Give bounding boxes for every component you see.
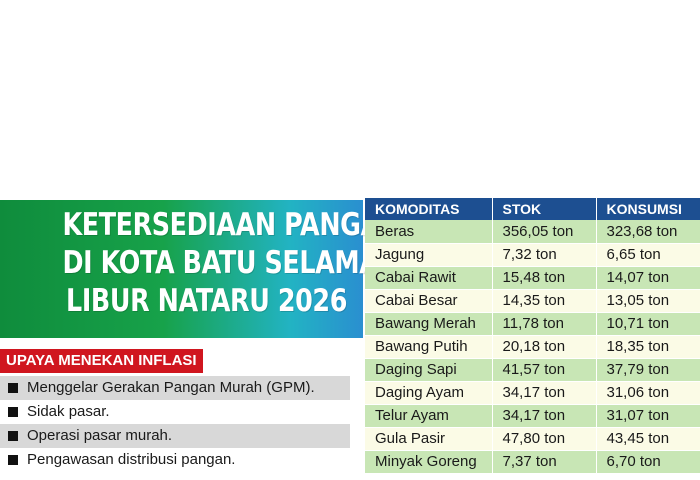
square-bullet-icon [8, 455, 18, 465]
cell-stok: 15,48 ton [492, 266, 597, 290]
table-row: Cabai Rawit 15,48 ton 14,07 ton [365, 266, 700, 290]
cell-konsumsi: 323,68 ton [596, 220, 700, 244]
cell-konsumsi: 14,07 ton [596, 266, 700, 290]
cell-stok: 34,17 ton [492, 404, 597, 428]
inflasi-item-text: Operasi pasar murah. [27, 427, 173, 444]
table-row: Cabai Besar 14,35 ton 13,05 ton [365, 289, 700, 313]
header-komoditas: KOMODITAS [365, 198, 493, 220]
cell-stok: 41,57 ton [492, 358, 597, 382]
cell-stok: 11,78 ton [492, 312, 597, 336]
inflasi-item-text: Sidak pasar. [27, 403, 110, 420]
cell-komoditas: Jagung [365, 243, 493, 267]
cell-komoditas: Beras [365, 220, 493, 244]
cell-komoditas: Bawang Merah [365, 312, 493, 336]
headline-banner: KETERSEDIAAN PANGAN DI KOTA BATU SELAMA … [0, 200, 401, 338]
inflasi-item: Operasi pasar murah. [0, 424, 350, 448]
table-header-row: KOMODITAS STOK KONSUMSI [365, 198, 700, 220]
inflasi-item: Pengawasan distribusi pangan. [0, 448, 350, 472]
cell-stok: 34,17 ton [492, 381, 597, 405]
cell-konsumsi: 13,05 ton [596, 289, 700, 313]
cell-komoditas: Telur Ayam [365, 404, 493, 428]
cell-stok: 7,37 ton [492, 450, 597, 474]
table-row: Daging Ayam 34,17 ton 31,06 ton [365, 381, 700, 405]
square-bullet-icon [8, 407, 18, 417]
headline-line-3: LIBUR NATARU 2026 [66, 283, 348, 319]
cell-konsumsi: 6,70 ton [596, 450, 700, 474]
cell-komoditas: Cabai Besar [365, 289, 493, 313]
table-row: Telur Ayam 34,17 ton 31,07 ton [365, 404, 700, 428]
komoditas-table: KOMODITAS STOK KONSUMSI Beras 356,05 ton 3… [365, 198, 700, 474]
inflasi-list: Menggelar Gerakan Pangan Murah (GPM). Si… [0, 376, 350, 472]
table-row: Minyak Goreng 7,37 ton 6,70 ton [365, 450, 700, 474]
table-row: Beras 356,05 ton 323,68 ton [365, 220, 700, 244]
cell-komoditas: Daging Ayam [365, 381, 493, 405]
table-row: Jagung 7,32 ton 6,65 ton [365, 243, 700, 267]
headline-line-1: KETERSEDIAAN PANGAN [62, 207, 401, 243]
headline-line-2: DI KOTA BATU SELAMA [62, 245, 379, 281]
cell-stok: 356,05 ton [492, 220, 597, 244]
inflasi-item-text: Pengawasan distribusi pangan. [27, 451, 236, 468]
inflasi-item: Sidak pasar. [0, 400, 350, 424]
cell-komoditas: Cabai Rawit [365, 266, 493, 290]
header-konsumsi: KONSUMSI [596, 198, 700, 220]
header-stok: STOK [492, 198, 597, 220]
table-row: Bawang Merah 11,78 ton 10,71 ton [365, 312, 700, 336]
cell-konsumsi: 18,35 ton [596, 335, 700, 359]
table-row: Gula Pasir 47,80 ton 43,45 ton [365, 427, 700, 451]
cell-komoditas: Daging Sapi [365, 358, 493, 382]
cell-konsumsi: 43,45 ton [596, 427, 700, 451]
cell-konsumsi: 37,79 ton [596, 358, 700, 382]
inflasi-item-text: Menggelar Gerakan Pangan Murah (GPM). [27, 379, 315, 396]
cell-konsumsi: 10,71 ton [596, 312, 700, 336]
table-row: Daging Sapi 41,57 ton 37,79 ton [365, 358, 700, 382]
cell-komoditas: Bawang Putih [365, 335, 493, 359]
cell-konsumsi: 6,65 ton [596, 243, 700, 267]
inflasi-item: Menggelar Gerakan Pangan Murah (GPM). [0, 376, 350, 400]
cell-stok: 7,32 ton [492, 243, 597, 267]
square-bullet-icon [8, 431, 18, 441]
cell-komoditas: Gula Pasir [365, 427, 493, 451]
cell-komoditas: Minyak Goreng [365, 450, 493, 474]
cell-stok: 47,80 ton [492, 427, 597, 451]
square-bullet-icon [8, 383, 18, 393]
cell-stok: 14,35 ton [492, 289, 597, 313]
inflasi-title: UPAYA MENEKAN INFLASI [0, 349, 203, 373]
table-row: Bawang Putih 20,18 ton 18,35 ton [365, 335, 700, 359]
cell-stok: 20,18 ton [492, 335, 597, 359]
cell-konsumsi: 31,06 ton [596, 381, 700, 405]
cell-konsumsi: 31,07 ton [596, 404, 700, 428]
